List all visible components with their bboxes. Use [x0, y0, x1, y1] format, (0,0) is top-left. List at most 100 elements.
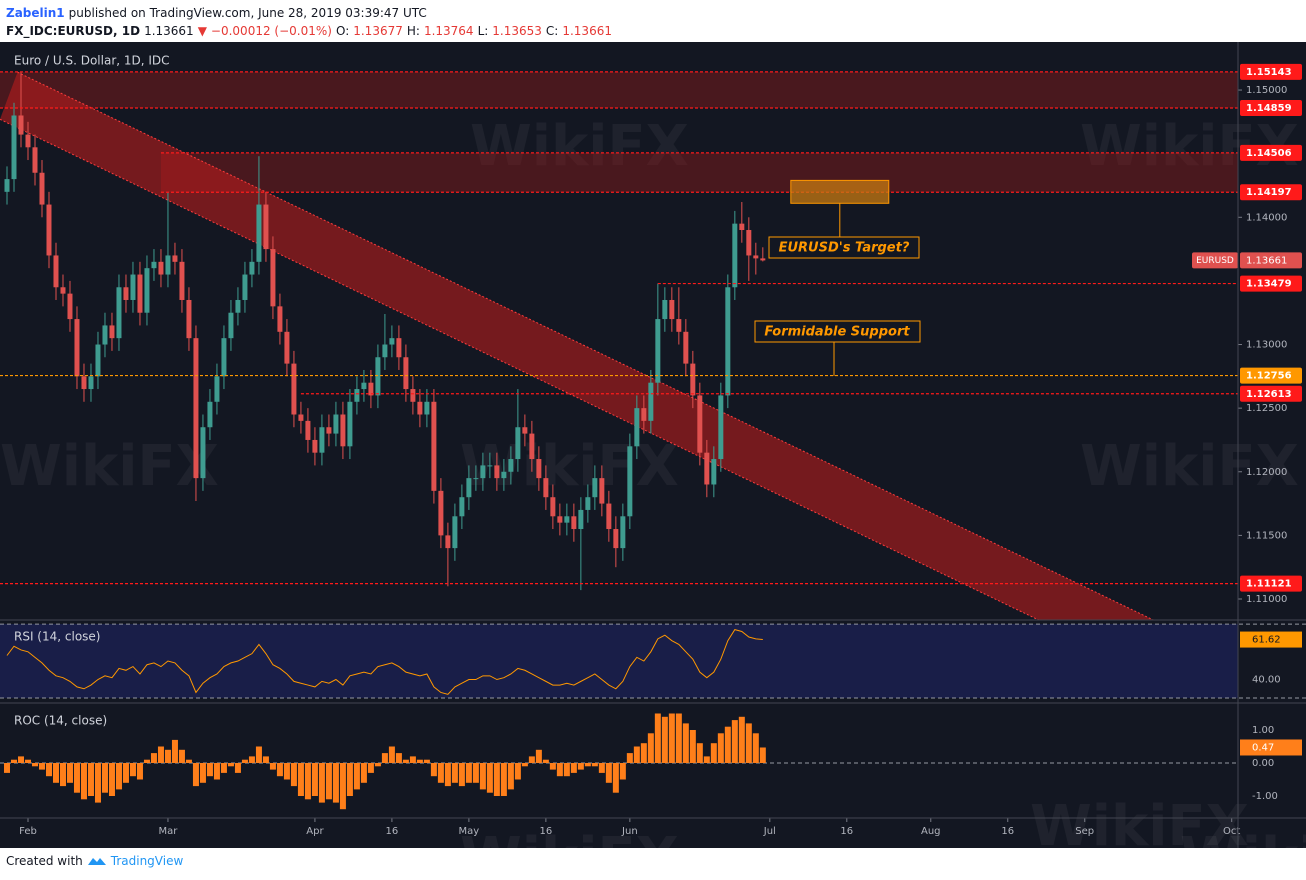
roc-bar	[472, 763, 479, 783]
roc-bar	[458, 763, 465, 787]
x-tick-label: Sep	[1075, 826, 1094, 837]
y-tick-label: -1.00	[1252, 791, 1278, 802]
roc-bar	[402, 759, 409, 763]
roc-bar	[535, 749, 542, 763]
roc-bar	[619, 763, 626, 780]
candle-body	[4, 179, 10, 192]
header: Zabelin1 published on TradingView.com, Ju…	[6, 4, 612, 40]
published: published on TradingView.com, June 28, 2…	[68, 6, 427, 20]
candle-body	[221, 338, 227, 377]
candle-body	[368, 382, 374, 396]
roc-bar	[269, 763, 276, 770]
level-label: 1.14506	[1246, 148, 1292, 159]
candle-body	[158, 261, 164, 275]
roc-bar	[395, 753, 402, 763]
quote-part: 1.13661	[562, 24, 612, 38]
roc-bar	[416, 759, 423, 763]
candle-body	[165, 255, 171, 275]
last-price-label: 1.13661	[1246, 255, 1287, 266]
candle-body	[102, 325, 108, 345]
roc-bar	[500, 763, 507, 797]
y-tick-label: 1.00	[1252, 725, 1274, 736]
y-tick-label: 1.12500	[1246, 403, 1287, 414]
channel-edge	[17, 71, 1155, 620]
candle-body	[445, 535, 451, 549]
watermark: WikiFX	[1030, 794, 1249, 848]
roc-bar	[367, 763, 374, 773]
watermark: WikiFX	[1180, 826, 1306, 848]
candle-body	[683, 331, 689, 364]
roc-bar	[521, 763, 528, 767]
footer-text: Created with	[6, 854, 83, 868]
brand[interactable]: TradingView	[110, 854, 184, 868]
candle-body	[291, 363, 297, 415]
value-tag	[1240, 739, 1302, 756]
candle-body	[263, 204, 269, 250]
level-tag	[1240, 63, 1302, 80]
roc-bar	[220, 763, 227, 773]
candle-body	[39, 172, 45, 205]
candle-body	[529, 433, 535, 460]
roc-bar	[332, 763, 339, 803]
pane-title: ROC (14, close)	[14, 714, 107, 728]
roc-bar	[591, 763, 598, 767]
roc-bar	[633, 746, 640, 763]
roc-bar	[409, 756, 416, 763]
candle-body	[333, 414, 339, 434]
x-tick-label: 16	[840, 826, 853, 837]
footer: Created with TradingView	[6, 854, 183, 868]
roc-bar	[94, 763, 101, 803]
rsi-line	[6, 629, 763, 695]
candle-body	[536, 459, 542, 479]
candle-body	[298, 414, 304, 421]
roc-bar	[290, 763, 297, 787]
author[interactable]: Zabelin1	[6, 6, 65, 20]
roc-bar	[542, 759, 549, 763]
roc-bar	[213, 763, 220, 780]
x-tick-label: Feb	[19, 826, 37, 837]
roc-bar	[731, 720, 738, 763]
candle-body	[522, 427, 528, 434]
candle-body	[186, 299, 192, 339]
y-tick-label: 1.11500	[1246, 530, 1287, 541]
roc-bar	[668, 713, 675, 763]
roc-bar	[59, 763, 66, 787]
watermark: WikiFX	[1080, 434, 1299, 499]
candle-body	[354, 389, 360, 402]
candle-body	[235, 299, 241, 313]
candle-body	[207, 401, 213, 428]
level-label: 1.12613	[1246, 389, 1292, 400]
roc-bar	[185, 759, 192, 763]
candle-body	[732, 223, 738, 288]
annotations: EURUSD's Target? Formidable Support	[754, 179, 921, 376]
candle-body	[172, 255, 178, 262]
roc-bar	[640, 743, 647, 763]
x-tick-label: 16	[540, 826, 553, 837]
roc-bar	[115, 763, 122, 790]
roc-bar	[206, 763, 213, 777]
y-tick-label: 1.14000	[1246, 212, 1287, 223]
pane-title: RSI (14, close)	[14, 630, 100, 644]
quote-part: −0.00012 (−0.01%)	[210, 24, 332, 38]
rsi-pane	[0, 623, 1306, 699]
candle-body	[137, 274, 143, 313]
quote-part: 1.13661	[144, 24, 194, 38]
roc-bar	[360, 763, 367, 783]
roc-bar	[248, 756, 255, 763]
candle-body	[606, 503, 612, 530]
roc-bar	[577, 763, 584, 770]
roc-bar	[682, 723, 689, 763]
publish-line: Zabelin1 published on TradingView.com, Ju…	[6, 4, 612, 22]
x-tick-label: Aug	[921, 826, 941, 837]
roc-bar	[381, 753, 388, 763]
candle-body	[151, 261, 157, 269]
candle-body	[410, 389, 416, 402]
rsi-value-label: 61.62	[1252, 635, 1281, 646]
quote-part: 1.13677	[353, 24, 403, 38]
roc-pane	[0, 713, 1238, 810]
chart: WikiFXWikiFXWikiFXWikiFXWikiFXWikiFXWiki…	[0, 42, 1306, 848]
roc-value-label: 0.47	[1252, 742, 1274, 753]
candle-body	[109, 325, 115, 339]
candle-body	[515, 427, 521, 460]
roc-bar	[465, 763, 472, 783]
